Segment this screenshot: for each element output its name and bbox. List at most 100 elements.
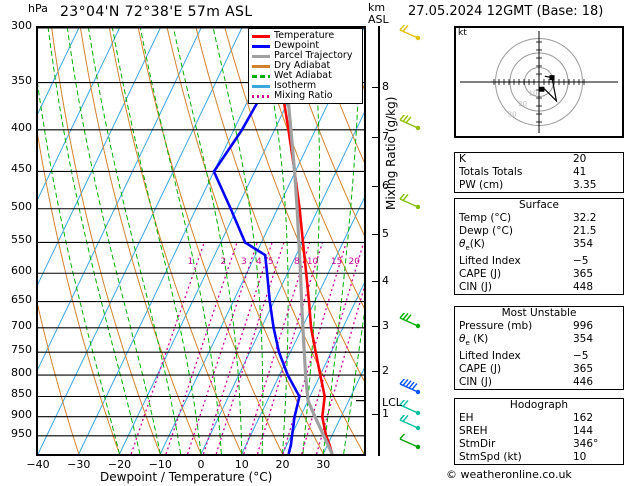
pressure-tick-label: 300 <box>11 19 32 32</box>
row-value: 365 <box>573 363 594 376</box>
height-tick-mark <box>372 137 380 139</box>
legend-item: Isotherm <box>252 81 359 91</box>
indices-panel: K 20 Totals Totals 41 PW (cm) 3.35 <box>454 152 624 193</box>
data-row: EH 162 <box>455 412 623 425</box>
row-value: 354 <box>573 333 594 345</box>
dry-adiabat-line <box>38 304 80 454</box>
hodograph-storm-marker <box>539 86 545 92</box>
legend-label: Wet Adiabat <box>274 70 332 81</box>
row-label: SREH <box>459 425 488 437</box>
wind-barb <box>399 114 421 130</box>
mixing-ratio-value-label: 1 <box>187 257 194 268</box>
pressure-tick-label: 700 <box>11 318 32 332</box>
mixing-ratio-value-label: 20 <box>348 257 360 268</box>
height-tick-label: 7 <box>382 130 389 144</box>
wind-barb <box>399 312 421 328</box>
data-row: CIN (J) 448 <box>455 281 623 294</box>
height-tick-label: 1 <box>382 407 389 421</box>
legend-swatch <box>252 64 270 68</box>
wet-adiabat-line <box>47 28 141 454</box>
row-value: 10 <box>573 451 587 463</box>
data-row: K 20 <box>455 153 623 166</box>
mixing-ratio-line <box>165 242 238 454</box>
pressure-tick-label: 650 <box>11 292 32 306</box>
row-value: 448 <box>573 281 594 294</box>
temperature-tick-label: −30 <box>67 458 91 471</box>
temperature-tick-label: 20 <box>275 458 290 471</box>
data-row: PW (cm) 3.35 <box>455 179 623 192</box>
row-value: 20 <box>573 153 587 165</box>
data-row: StmDir 346° <box>455 438 623 451</box>
hodograph-point <box>549 75 555 81</box>
data-row: SREH 144 <box>455 425 623 438</box>
wet-adiabat-line <box>343 312 364 454</box>
legend-swatch <box>252 94 270 98</box>
legend-swatch <box>252 74 270 78</box>
row-label: CIN (J) <box>459 281 492 294</box>
row-label: Pressure (mb) <box>459 320 533 332</box>
data-row: Totals Totals 41 <box>455 166 623 179</box>
wind-barb <box>399 415 421 431</box>
pressure-tick-label: 950 <box>11 426 32 440</box>
temperature-tick-label: 0 <box>197 458 205 471</box>
wind-barb <box>399 399 421 415</box>
height-tick-mark <box>372 280 380 282</box>
dry-adiabat-line <box>282 28 364 236</box>
row-label: Totals Totals <box>459 166 523 178</box>
x-axis-title: Dewpoint / Temperature (°C) <box>100 470 273 484</box>
isotherm-line <box>38 28 120 200</box>
row-label: Dewp (°C) <box>459 225 513 237</box>
row-label: CAPE (J) <box>459 363 502 376</box>
data-row: Pressure (mb) 996 <box>455 320 623 333</box>
pressure-unit-label: hPa <box>28 2 48 15</box>
row-value: 346° <box>573 438 599 450</box>
hodograph-unit-label: kt <box>458 28 467 38</box>
surface-panel: Surface Temp (°C) 32.2 Dewp (°C) 21.5 θe(K) 35… <box>454 198 624 296</box>
row-value: 354 <box>573 238 594 250</box>
data-row: CIN (J) 446 <box>455 376 623 389</box>
hodograph-ring-label: 20 <box>518 100 527 108</box>
height-tick-label: 6 <box>382 179 389 193</box>
legend-label: Dry Adiabat <box>274 60 331 71</box>
data-row: Lifted Index −5 <box>455 255 623 268</box>
row-value: 365 <box>573 268 594 281</box>
temperature-tick-label: −10 <box>148 458 172 471</box>
hodograph-plot: 10 20 30 <box>454 26 624 138</box>
pressure-tick-label: 600 <box>11 264 32 278</box>
row-label: StmSpd (kt) <box>459 451 522 463</box>
dry-adiabat-line <box>38 133 120 454</box>
row-value: 446 <box>573 376 594 389</box>
mixing-ratio-axis-title: Mixing Ratio (g/kg) <box>384 96 398 210</box>
row-value: 21.5 <box>573 225 597 237</box>
panel-heading: Hodograph <box>509 399 569 411</box>
mixing-ratio-value-label: 5 <box>267 257 274 268</box>
legend-label: Parcel Trajectory <box>274 50 353 61</box>
row-label: Lifted Index <box>459 350 521 363</box>
height-unit-label-asl: ASL <box>368 13 389 26</box>
height-tick-mark <box>372 234 380 236</box>
row-value: 32.2 <box>573 212 597 224</box>
wind-barb <box>399 193 421 209</box>
legend-label: Isotherm <box>274 80 317 91</box>
dry-adiabat-line <box>51 28 161 454</box>
temperature-tick-label: 10 <box>234 458 249 471</box>
profile-parcel-trajectory <box>279 28 334 454</box>
mixing-ratio-line <box>186 242 258 454</box>
data-row: CAPE (J) 365 <box>455 268 623 281</box>
height-tick-label: 3 <box>382 319 389 333</box>
copyright-credit: © weatheronline.co.uk <box>446 468 572 481</box>
legend-swatch <box>252 54 270 58</box>
dry-adiabat-line <box>311 28 364 163</box>
row-value: 162 <box>573 412 594 424</box>
height-tick-mark <box>372 414 380 416</box>
row-label: Lifted Index <box>459 255 521 268</box>
height-tick-mark <box>372 326 380 328</box>
mixing-ratio-value-label: 8 <box>294 257 300 268</box>
height-tick-mark <box>372 86 380 88</box>
row-label: θe(K) <box>459 238 485 253</box>
pressure-tick-label: 450 <box>11 162 32 176</box>
row-value: 3.35 <box>573 179 597 191</box>
isotherm-line <box>322 367 364 454</box>
data-row: θe (K) 354 <box>455 333 623 350</box>
